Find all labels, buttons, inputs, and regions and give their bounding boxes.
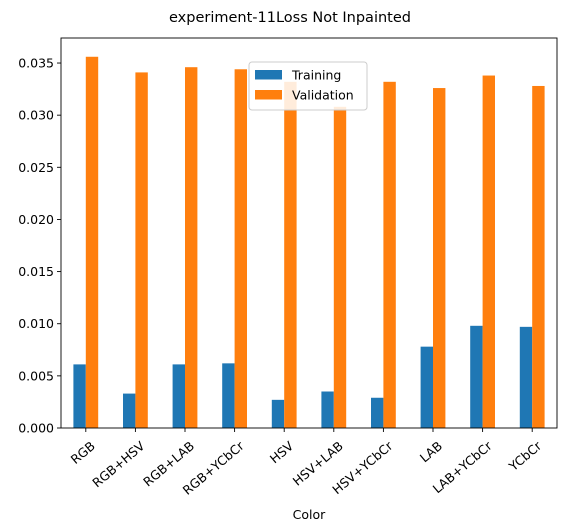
legend-swatch-validation (255, 90, 282, 100)
y-tick-label: 0.010 (18, 316, 54, 331)
bars-group (73, 56, 545, 429)
y-axis: 0.000 0.005 0.010 0.015 0.020 0.025 0.030 0.035 (18, 56, 61, 436)
training-bar-2 (172, 364, 185, 428)
legend: Training Validation (248, 61, 368, 111)
training-bar-9 (519, 326, 533, 428)
validation-bar-3 (234, 69, 247, 428)
validation-bar-7 (433, 88, 446, 429)
y-tick-label: 0.030 (18, 108, 54, 123)
y-tick-label: 0.005 (18, 368, 54, 383)
validation-bar-0 (85, 56, 99, 429)
legend-swatch-training (255, 70, 282, 80)
validation-bar-1 (135, 72, 148, 428)
validation-bar-6 (383, 81, 396, 429)
plot-frame (60, 37, 558, 429)
chart-title: experiment-11Loss Not Inpainted (169, 10, 411, 26)
y-tick-label: 0.000 (18, 421, 54, 436)
x-tick-label: HSV (267, 438, 297, 466)
legend-label-validation: Validation (292, 88, 354, 103)
validation-bar-4 (284, 81, 297, 429)
y-tick-label: 0.025 (18, 160, 54, 175)
x-tick-label: RGB (68, 438, 98, 467)
validation-bar-9 (532, 85, 545, 428)
training-bar-7 (420, 346, 433, 428)
y-tick-label: 0.020 (18, 212, 54, 227)
validation-bar-2 (185, 67, 198, 428)
y-tick-label: 0.035 (18, 56, 54, 71)
x-tick-label: RGB+HSV (89, 438, 147, 490)
validation-bar-5 (333, 106, 347, 428)
x-tick-label: YCbCr (505, 438, 545, 475)
legend-label-training: Training (291, 68, 341, 83)
training-bar-3 (222, 363, 235, 428)
x-tick-label: LAB (417, 438, 445, 465)
training-bar-8 (470, 325, 483, 428)
validation-bar-8 (482, 75, 495, 428)
training-bar-6 (371, 397, 384, 428)
training-bar-1 (123, 393, 136, 428)
x-axis-label: Color (293, 507, 326, 522)
training-bar-0 (73, 364, 86, 428)
training-bar-4 (271, 399, 285, 428)
y-tick-label: 0.015 (18, 264, 54, 279)
training-bar-5 (321, 391, 334, 428)
